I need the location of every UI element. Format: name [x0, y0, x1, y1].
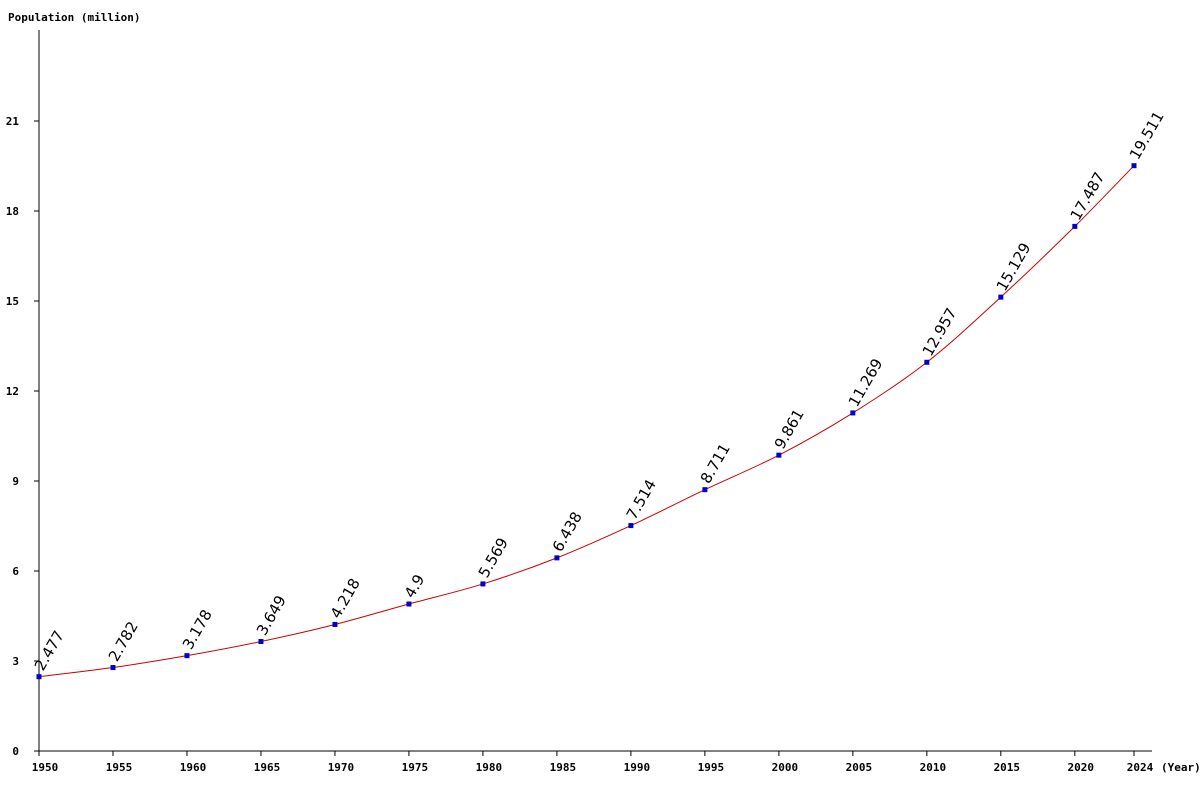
x-tick-label: 2000 — [772, 761, 799, 774]
data-point-marker — [628, 523, 634, 529]
data-value-labels: 2.477 2.782 3.178 3.649 4.218 4.95.5696.4387.… — [31, 108, 1168, 673]
data-point-marker — [406, 601, 412, 607]
data-value-label: 5.569 — [475, 535, 512, 581]
data-point-marker — [258, 639, 264, 645]
y-axis-title: Population (million) — [8, 11, 140, 24]
data-value-label: 3.649 — [253, 592, 290, 638]
x-tick-label: 1990 — [624, 761, 651, 774]
data-point-marker — [776, 452, 782, 458]
y-tick-label: 21 — [6, 115, 20, 128]
y-tick-label: 18 — [6, 205, 19, 218]
data-point-marker — [702, 487, 708, 493]
data-point-marker — [554, 555, 560, 561]
data-value-label: 2.782 — [105, 618, 142, 664]
y-tick-label: 9 — [12, 475, 19, 488]
x-tick-label: 1960 — [180, 761, 207, 774]
x-tick-label: 2005 — [846, 761, 873, 774]
data-point-marker — [924, 359, 930, 365]
y-tick-label: 15 — [6, 295, 19, 308]
y-tick-label: 12 — [6, 385, 19, 398]
data-value-label: 12.957 — [919, 305, 961, 359]
x-tick-label: 1965 — [254, 761, 281, 774]
data-value-label: 11.269 — [845, 355, 887, 409]
x-axis-title: (Year) — [1161, 761, 1200, 774]
y-tick-label: 3 — [12, 655, 19, 668]
data-value-label: 17.487 — [1067, 169, 1109, 223]
data-point-marker — [998, 294, 1004, 300]
y-tick-label: 6 — [12, 565, 19, 578]
x-tick-label: 2024 — [1127, 761, 1154, 774]
data-point-marker — [36, 674, 42, 680]
x-tick-label: 1950 — [32, 761, 59, 774]
x-tick-label: 1975 — [402, 761, 429, 774]
x-tick-label: 1970 — [328, 761, 355, 774]
data-value-label: 4.9 — [401, 571, 429, 601]
data-value-label: 2.477 — [31, 627, 68, 673]
data-point-marker — [332, 621, 338, 627]
x-axis-ticks: 1950 1955 1960 1965 1970 1975 1980 1985 1990 1995… — [32, 751, 1154, 774]
data-point-marker — [850, 410, 856, 416]
x-tick-label: 2015 — [994, 761, 1021, 774]
data-value-label: 8.711 — [697, 440, 734, 486]
x-tick-label: 1985 — [550, 761, 577, 774]
x-tick-label: 1995 — [698, 761, 725, 774]
data-point-marker — [1131, 163, 1137, 169]
data-value-label: 9.861 — [771, 406, 808, 452]
y-axis-ticks: 0 3 6 9 12 15 18 21 — [6, 115, 39, 758]
data-point-marker — [184, 653, 190, 659]
data-value-label: 4.218 — [327, 575, 364, 621]
x-tick-label: 2020 — [1068, 761, 1095, 774]
x-tick-label: 1955 — [106, 761, 133, 774]
x-tick-label: 2010 — [920, 761, 947, 774]
data-point-marker — [110, 665, 116, 671]
data-point-marker — [480, 581, 486, 587]
x-tick-label: 1980 — [476, 761, 503, 774]
data-value-label: 3.178 — [179, 606, 216, 652]
data-value-label: 7.514 — [623, 476, 660, 522]
data-point-marker — [1072, 223, 1078, 229]
data-value-label: 19.511 — [1126, 108, 1168, 162]
population-series-line — [38, 165, 1135, 678]
data-point-markers — [36, 163, 1137, 680]
y-tick-label: 0 — [12, 745, 19, 758]
